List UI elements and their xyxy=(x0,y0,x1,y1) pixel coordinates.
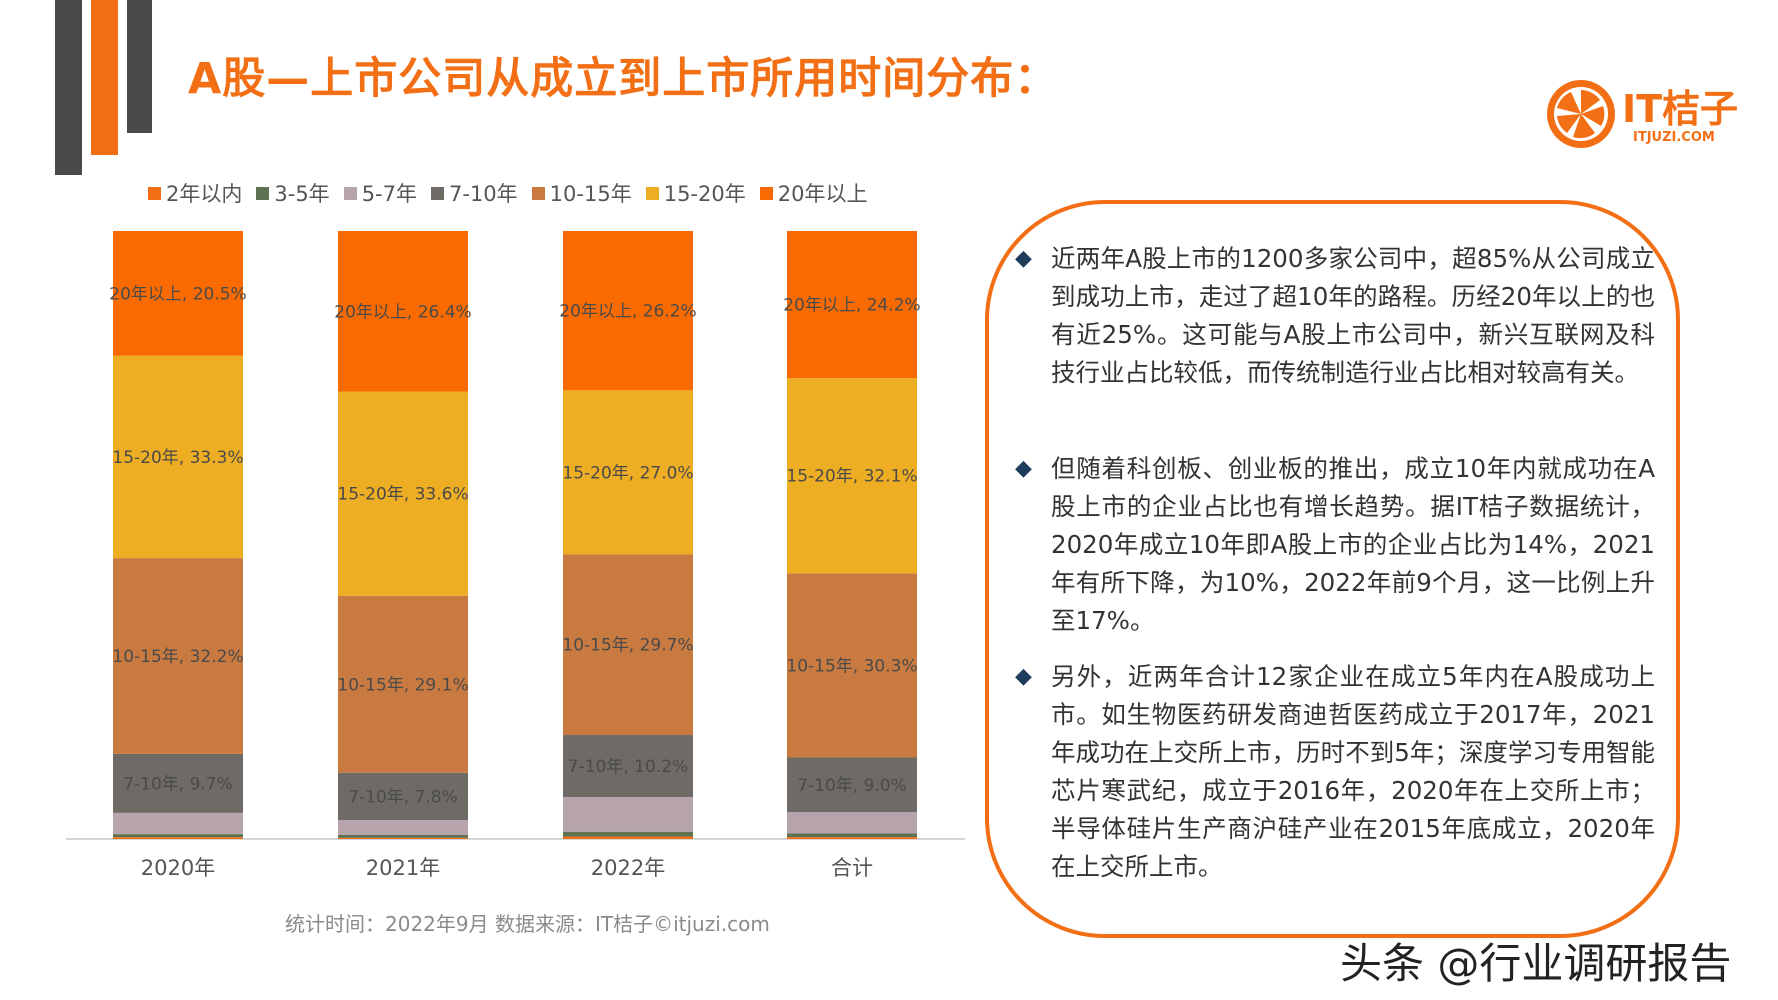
x-tick-label: 2021年 xyxy=(366,856,440,880)
bullet-text: 另外，近两年合计12家企业在成立5年内在A股成功上市。如生物医药研发商迪哲医药成… xyxy=(1051,662,1655,881)
legend-swatch xyxy=(645,186,659,200)
legend-label: 2年以内 xyxy=(166,182,243,206)
bullet-text: 但随着科创板、创业板的推出，成立10年内就成功在A股上市的企业占比也有增长趋势。… xyxy=(1051,454,1655,635)
diamond-icon: ◆ xyxy=(1015,664,1032,689)
data-label: 7-10年, 9.0% xyxy=(797,776,907,796)
legend-item: 5-7年 xyxy=(343,178,417,208)
x-tick-label: 合计 xyxy=(831,856,873,880)
data-label: 20年以上, 26.4% xyxy=(334,302,471,322)
legend-label: 7-10年 xyxy=(449,182,518,206)
bar-segment xyxy=(338,820,468,835)
legend-swatch xyxy=(531,186,545,200)
logo-text: IT桔子 xyxy=(1622,87,1739,131)
bar-segment xyxy=(338,772,468,821)
bar-segment xyxy=(563,390,693,555)
logo-subtext: ITJUZI.COM xyxy=(1633,130,1715,145)
watermark: 头条 @行业调研报告 xyxy=(1340,939,1732,988)
legend-label: 3-5年 xyxy=(274,182,330,206)
bullet-item: ◆ 近两年A股上市的1200多家公司中，超85%从公司成立到成功上市，走过了超1… xyxy=(1015,240,1655,392)
decorative-bar-orange xyxy=(91,0,118,155)
bar-segment xyxy=(563,797,693,832)
data-label: 10-15年, 32.2% xyxy=(112,647,243,667)
legend-item: 3-5年 xyxy=(256,178,330,208)
bar-segment xyxy=(113,834,243,838)
bar-segment xyxy=(338,391,468,596)
decorative-bar-dark-1 xyxy=(55,0,82,175)
decorative-bar-dark-2 xyxy=(127,0,152,133)
bar-segment xyxy=(338,834,468,838)
data-label: 15-20年, 33.6% xyxy=(337,485,468,505)
bar-segment xyxy=(787,757,917,813)
bullet-text: 近两年A股上市的1200多家公司中，超85%从公司成立到成功上市，走过了超10年… xyxy=(1051,244,1655,387)
legend-swatch xyxy=(759,186,773,200)
legend-label: 10-15年 xyxy=(549,182,632,206)
bar-segment xyxy=(338,595,468,773)
diamond-icon: ◆ xyxy=(1015,456,1032,481)
bar-segment xyxy=(113,812,243,835)
legend-label: 15-20年 xyxy=(663,182,746,206)
bar-segment xyxy=(787,231,917,379)
legend-swatch xyxy=(431,186,444,200)
legend-label: 5-7年 xyxy=(361,182,417,206)
legend-item: 20年以上 xyxy=(759,178,868,208)
data-label: 20年以上, 20.5% xyxy=(109,284,246,304)
data-label: 20年以上, 26.2% xyxy=(559,302,696,322)
bar-segment xyxy=(563,836,693,839)
data-label: 7-10年, 9.7% xyxy=(123,774,233,794)
bar-segment xyxy=(787,573,917,758)
data-label: 15-20年, 27.0% xyxy=(562,463,693,483)
itjuzi-logo: IT桔子 ITJUZI.COM xyxy=(1545,78,1745,153)
page-title: A股—上市公司从成立到上市所用时间分布： xyxy=(188,54,1059,104)
bar-segment xyxy=(338,231,468,392)
bar-segment xyxy=(113,355,243,559)
data-label: 10-15年, 29.7% xyxy=(562,636,693,656)
bar-segment xyxy=(113,753,243,813)
bar-segment xyxy=(563,231,693,391)
bullet-item: ◆ 但随着科创板、创业板的推出，成立10年内就成功在A股上市的企业占比也有增长趋… xyxy=(1015,450,1655,640)
stacked-bar-chart: 20年以上, 20.5% 15-20年, 33.3% 10-15年, 32.2% 7-… xyxy=(66,231,965,880)
bar-segment xyxy=(787,378,917,574)
bar-segment xyxy=(113,837,243,839)
data-label: 15-20年, 32.1% xyxy=(786,467,917,487)
bar-segment xyxy=(113,558,243,754)
bar-segment xyxy=(787,833,917,838)
legend-label: 20年以上 xyxy=(777,182,868,206)
orange-slice-icon xyxy=(1547,80,1615,148)
bar-segment xyxy=(563,831,693,837)
legend-item: 2年以内 xyxy=(148,178,242,208)
legend-swatch xyxy=(148,186,161,200)
legend-swatch xyxy=(343,186,357,200)
bar-segment xyxy=(787,837,917,839)
bar-segment xyxy=(787,812,917,834)
data-label: 10-15年, 30.3% xyxy=(786,656,917,676)
source-note: 统计时间：2022年9月 数据来源：IT桔子©itjuzi.com xyxy=(285,912,770,936)
legend-item: 7-10年 xyxy=(431,178,518,208)
legend-item: 10-15年 xyxy=(531,178,632,208)
legend-swatch xyxy=(256,186,270,200)
chart-legend: 2年以内 3-5年 5-7年 7-10年 10-15年 15-20年 20年以上 xyxy=(148,178,867,208)
data-label: 20年以上, 24.2% xyxy=(783,296,920,316)
bar-segment xyxy=(338,837,468,839)
data-label: 7-10年, 10.2% xyxy=(568,757,688,777)
bullet-item: ◆ 另外，近两年合计12家企业在成立5年内在A股成功上市。如生物医药研发商迪哲医… xyxy=(1015,658,1655,886)
data-label: 7-10年, 7.8% xyxy=(348,787,458,807)
x-tick-label: 2022年 xyxy=(591,856,665,880)
legend-item: 15-20年 xyxy=(645,178,746,208)
text-panel xyxy=(985,200,1680,938)
data-label: 10-15年, 29.1% xyxy=(337,675,468,695)
bar-segment xyxy=(563,554,693,736)
data-label: 15-20年, 33.3% xyxy=(112,448,243,468)
bar-segment xyxy=(563,735,693,798)
bar-segment xyxy=(113,231,243,356)
diamond-icon: ◆ xyxy=(1015,246,1032,271)
x-tick-label: 2020年 xyxy=(141,856,215,880)
